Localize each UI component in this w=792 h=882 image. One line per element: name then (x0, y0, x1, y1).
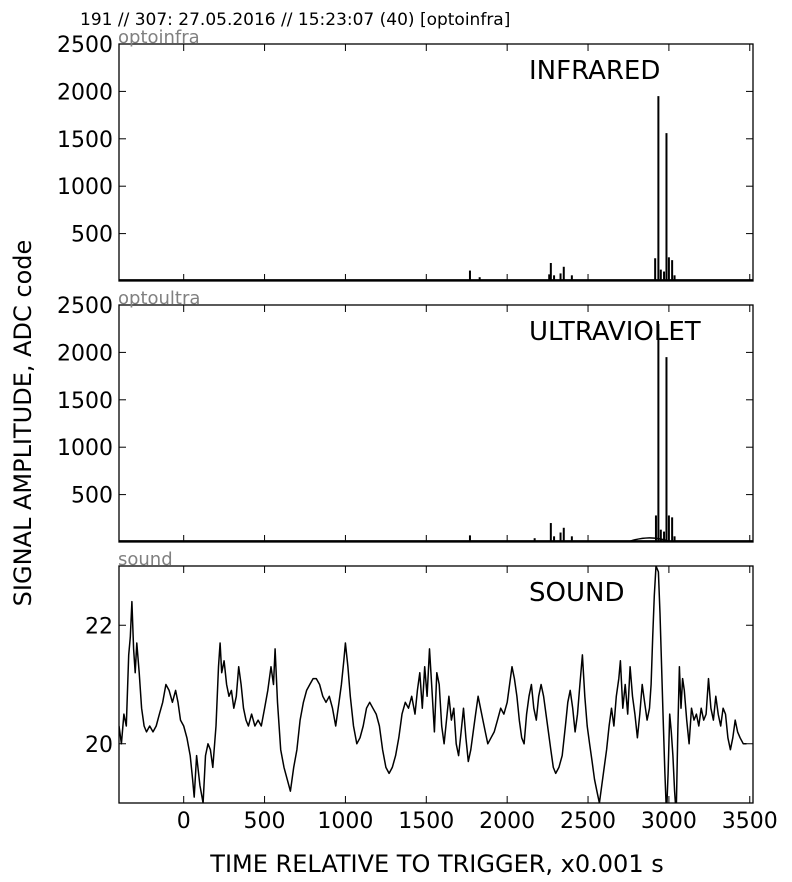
panel-ultraviolet: 500 1000 1500 2000 2500 optoultra ULTRAVIOLET (57, 288, 754, 543)
y-tick-label: 2000 (57, 341, 113, 366)
x-tick-label: 1500 (398, 809, 454, 834)
panel-corner-label: optoinfra (118, 27, 200, 48)
panel-infrared: 500 1000 1500 2000 2500 optoinfra INFRARED (57, 27, 754, 282)
x-tick-label: 3000 (641, 809, 697, 834)
y-tick-label: 500 (71, 223, 113, 248)
panel-title: ULTRAVIOLET (529, 317, 701, 347)
panel-sound: 20 22 sound SOUND (85, 549, 754, 804)
y-tick-label: 1000 (57, 175, 113, 200)
x-tick-label: 500 (244, 809, 286, 834)
plot-frame (118, 565, 754, 804)
y-tick-label: 1500 (57, 128, 113, 153)
plot-frame (118, 43, 754, 282)
y-tick-label: 500 (71, 484, 113, 509)
y-tick-label: 2000 (57, 80, 113, 105)
x-axis-label: TIME RELATIVE TO TRIGGER, x0.001 s (209, 850, 663, 878)
plot-frame (118, 304, 754, 543)
x-tick-label: 2500 (560, 809, 616, 834)
panel-corner-label: optoultra (118, 288, 200, 309)
y-tick-label: 20 (85, 733, 113, 758)
x-tick-label: 0 (177, 809, 191, 834)
y-tick-label: 1500 (57, 389, 113, 414)
y-axis-label: SIGNAL AMPLITUDE, ADC code (9, 240, 37, 607)
y-tick-label: 2500 (57, 33, 113, 58)
header-text: 191 // 307: 27.05.2016 // 15:23:07 (40) … (80, 10, 510, 30)
panel-title: SOUND (529, 578, 624, 608)
panel-corner-label: sound (118, 549, 173, 570)
x-tick-label: 2000 (479, 809, 535, 834)
x-tick-label: 1000 (317, 809, 373, 834)
y-tick-label: 22 (85, 614, 113, 639)
x-tick-label: 3500 (722, 809, 778, 834)
sound-trace (119, 566, 747, 803)
y-tick-label: 1000 (57, 436, 113, 461)
y-tick-label: 2500 (57, 294, 113, 319)
panel-title: INFRARED (529, 56, 660, 86)
x-tick-labels: 0 500 1000 1500 2000 2500 3000 3500 (177, 809, 778, 834)
